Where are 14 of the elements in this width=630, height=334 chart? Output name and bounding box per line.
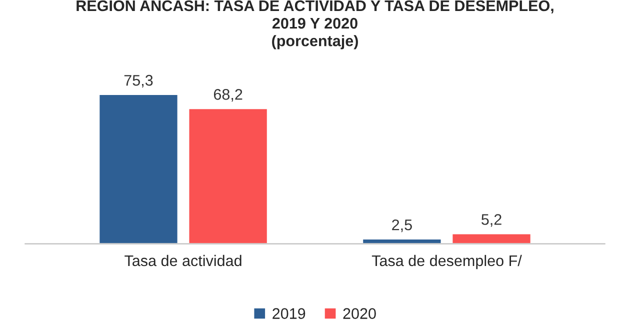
data-label: 2,5 — [392, 219, 412, 232]
x-tick-label: Tasa de actividad — [124, 254, 242, 266]
x-tick-label: Tasa de desempleo F/ — [372, 254, 522, 270]
data-label: 75,3 — [124, 74, 153, 88]
chart-title: REGION ANCASH: TASA DE ACTIVIDAD Y TASA DE DESEMPLEO, 2019 Y 2020 — [76, 0, 554, 29]
bar — [98, 94, 179, 244]
bar — [188, 108, 268, 244]
data-label: 68,2 — [214, 89, 242, 102]
legend-label: 2019 — [272, 308, 306, 319]
chart-subtitle: (porcentaje) — [272, 35, 358, 50]
legend-label: 2020 — [343, 308, 376, 319]
bar — [362, 238, 442, 244]
bar — [451, 232, 532, 244]
data-label: 5,2 — [482, 214, 502, 227]
